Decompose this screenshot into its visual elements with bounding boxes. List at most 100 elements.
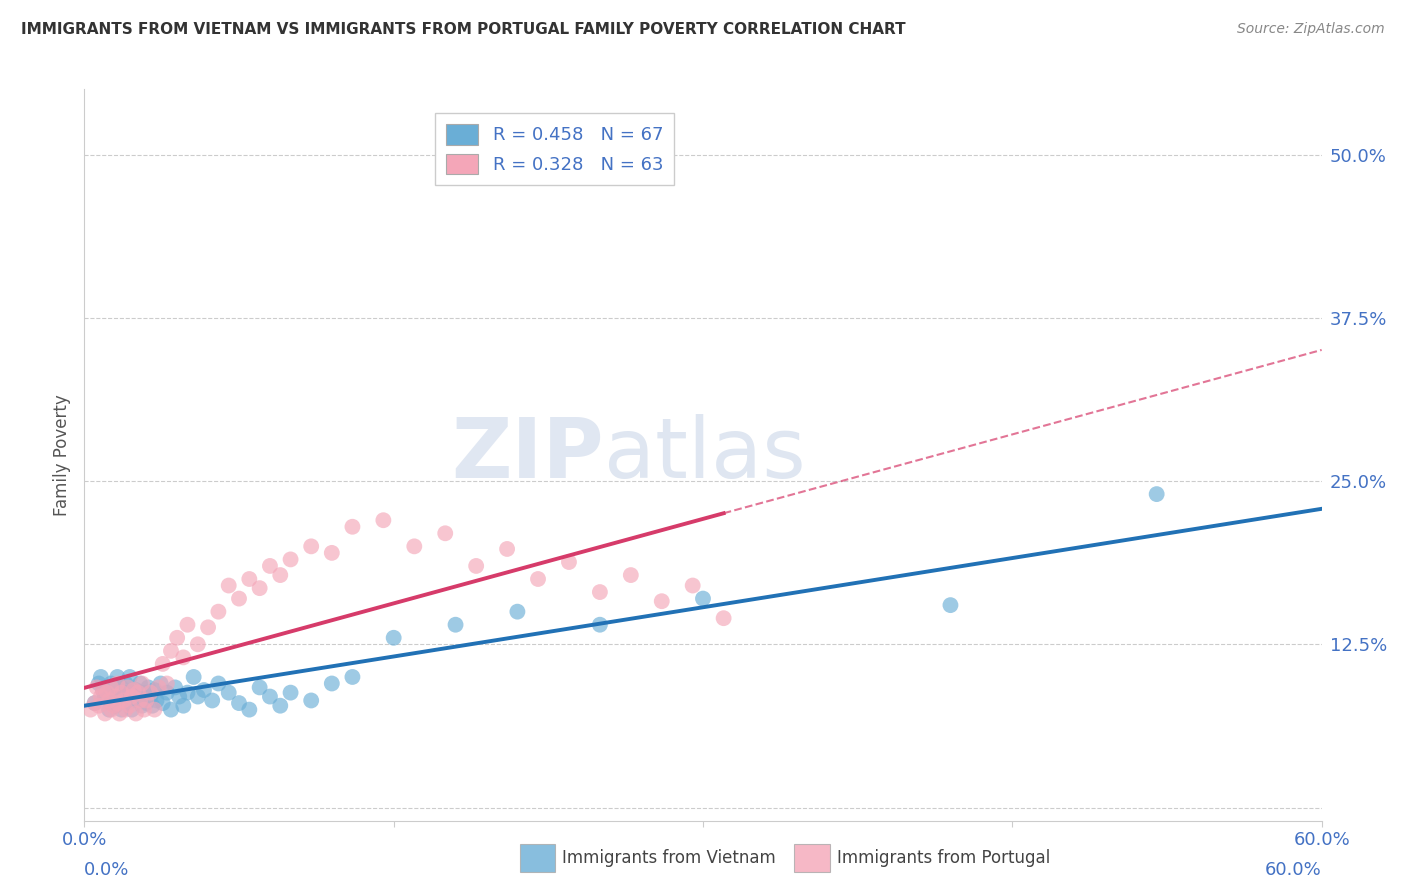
Point (620, 568, 643, 582)
Point (193, 683, 215, 698)
Point (110, 686, 132, 700)
Point (156, 686, 179, 700)
Point (105, 696, 128, 710)
Point (197, 620, 219, 634)
Point (108, 706, 131, 721)
Point (117, 681, 139, 695)
Point (98, 703, 121, 717)
Text: atlas: atlas (605, 415, 806, 495)
Point (83, 696, 105, 710)
Point (382, 631, 405, 645)
Point (135, 696, 157, 710)
Point (152, 657, 174, 671)
Point (136, 681, 159, 695)
Point (321, 546, 343, 560)
Point (160, 703, 183, 717)
Point (118, 686, 141, 700)
Point (96, 681, 118, 695)
Text: Immigrants from Vietnam: Immigrants from Vietnam (562, 849, 776, 867)
FancyBboxPatch shape (794, 844, 830, 872)
Point (713, 611, 735, 625)
Point (103, 698, 125, 713)
FancyBboxPatch shape (520, 844, 555, 872)
Point (269, 568, 291, 582)
Point (83, 696, 105, 710)
Point (145, 693, 167, 707)
Point (176, 686, 198, 700)
Point (100, 703, 122, 717)
Point (125, 706, 148, 721)
Point (105, 686, 128, 700)
Point (105, 676, 128, 690)
Point (104, 690, 127, 704)
Y-axis label: Family Poverty: Family Poverty (53, 394, 72, 516)
Point (118, 698, 141, 713)
Text: Source: ZipAtlas.com: Source: ZipAtlas.com (1237, 22, 1385, 37)
Point (90, 670, 112, 684)
Point (269, 698, 291, 713)
Point (131, 698, 153, 713)
Text: ZIP: ZIP (451, 415, 605, 495)
Point (110, 681, 132, 695)
Point (122, 683, 145, 698)
Point (104, 681, 127, 695)
Point (249, 581, 271, 595)
Point (172, 698, 194, 713)
Point (149, 676, 172, 690)
Point (114, 703, 136, 717)
Point (134, 703, 156, 717)
Point (692, 591, 714, 606)
Point (280, 686, 302, 700)
Point (176, 617, 198, 632)
Point (100, 676, 122, 690)
Point (228, 591, 250, 606)
Point (117, 696, 139, 710)
Point (98, 686, 121, 700)
Point (183, 670, 205, 684)
Point (167, 690, 190, 704)
Point (134, 686, 156, 700)
Text: IMMIGRANTS FROM VIETNAM VS IMMIGRANTS FROM PORTUGAL FAMILY POVERTY CORRELATION C: IMMIGRANTS FROM VIETNAM VS IMMIGRANTS FR… (21, 22, 905, 37)
Point (373, 513, 395, 527)
Point (94, 706, 117, 721)
Point (100, 681, 122, 695)
Point (127, 693, 149, 707)
Point (280, 552, 302, 566)
Point (143, 703, 166, 717)
Point (259, 558, 281, 573)
Point (91, 683, 114, 698)
Point (1146, 487, 1168, 501)
Point (404, 539, 426, 553)
Point (218, 686, 240, 700)
Point (228, 696, 250, 710)
Point (79, 703, 101, 717)
Point (218, 578, 240, 592)
Point (238, 572, 260, 586)
Point (249, 681, 271, 695)
Point (299, 539, 322, 553)
Point (172, 650, 194, 665)
Point (187, 637, 209, 651)
Point (98, 693, 121, 707)
Point (506, 605, 529, 619)
Point (207, 605, 229, 619)
Text: 60.0%: 60.0% (1265, 861, 1322, 879)
Point (160, 644, 183, 658)
Point (201, 693, 224, 707)
Point (135, 693, 157, 707)
Point (103, 690, 125, 704)
Point (682, 578, 704, 592)
Point (87, 676, 110, 690)
Point (108, 690, 131, 704)
Point (90, 690, 112, 704)
Point (148, 681, 170, 695)
Point (342, 670, 364, 684)
Point (558, 555, 581, 569)
Point (96, 686, 118, 700)
Point (129, 693, 152, 707)
Point (444, 617, 467, 632)
Legend: R = 0.458   N = 67, R = 0.328   N = 63: R = 0.458 N = 67, R = 0.328 N = 63 (434, 113, 673, 186)
Point (94, 690, 117, 704)
Point (131, 676, 153, 690)
Point (496, 541, 519, 556)
